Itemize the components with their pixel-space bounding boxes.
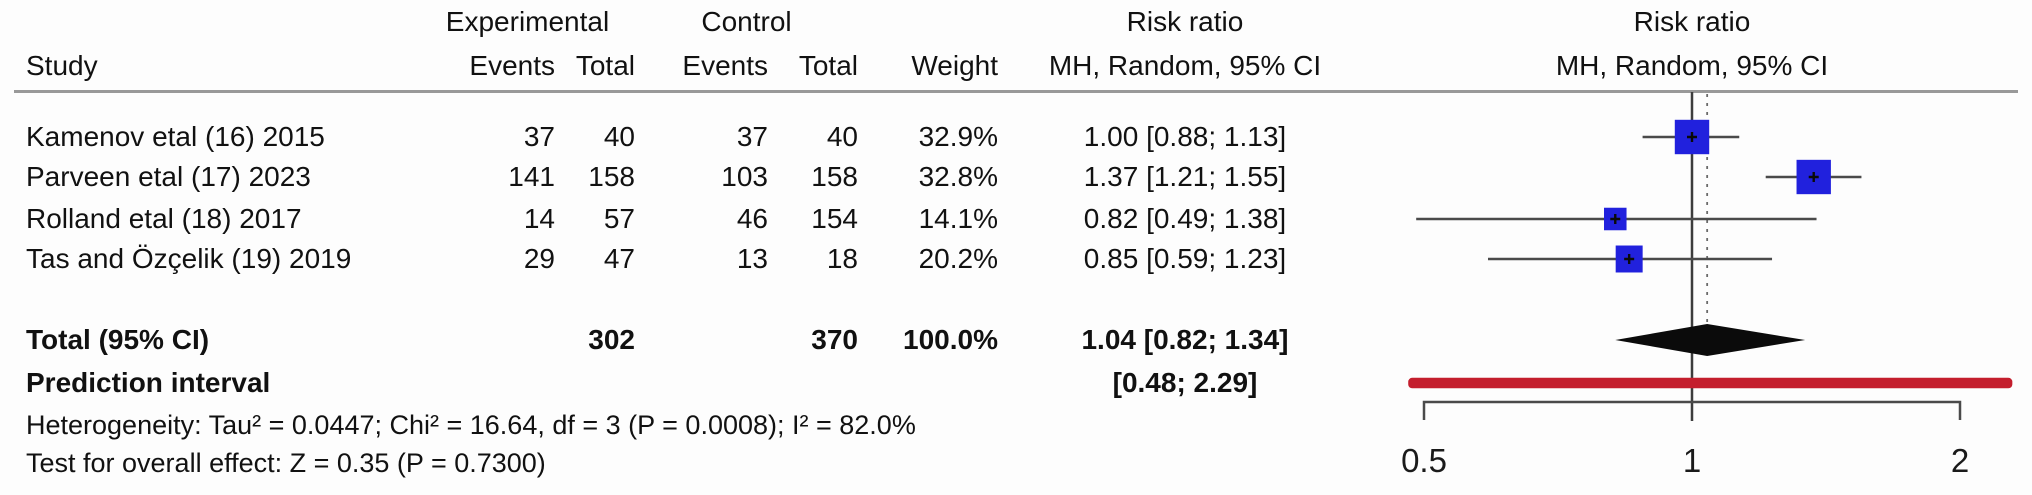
weight-cell: 32.8% — [918, 161, 998, 192]
ctrl-events-cell: 37 — [736, 121, 768, 152]
risk-ratio-header-line1: Risk ratio — [1126, 6, 1244, 37]
total-label: Total (95% CI) — [26, 324, 210, 355]
table-row: Rolland etal (18) 2017 14 57 46 154 14.1… — [0, 199, 1372, 239]
table-row: Tas and Özçelik (19) 2019 29 47 13 18 20… — [0, 239, 1372, 279]
weight-cell: 20.2% — [918, 243, 998, 274]
study-name: Parveen etal (17) 2023 — [26, 161, 311, 192]
exp-events-cell: 37 — [523, 121, 555, 152]
point-estimate-mark — [1808, 172, 1819, 182]
prediction-interval-row: Prediction interval [0.48; 2.29] — [0, 363, 1372, 403]
exp-total-cell: 57 — [603, 203, 635, 234]
overall-effect-note: Test for overall effect: Z = 0.35 (P = 0… — [26, 448, 546, 478]
prediction-interval-label: Prediction interval — [26, 367, 271, 398]
total-ctrl-total-cell: 370 — [811, 324, 858, 355]
exp-events-column-header: Events — [469, 50, 555, 81]
exp-events-cell: 141 — [508, 161, 555, 192]
ctrl-events-cell: 46 — [736, 203, 768, 234]
table-row: Kamenov etal (16) 2015 37 40 37 40 32.9%… — [0, 117, 1372, 157]
table-header-groups: Experimental Control Risk ratio — [0, 2, 1372, 42]
exp-total-cell: 40 — [603, 121, 635, 152]
ctrl-events-cell: 13 — [736, 243, 768, 274]
prediction-interval-bar — [1408, 377, 2013, 389]
total-row: Total (95% CI) 302 370 100.0% 1.04 [0.82… — [0, 320, 1372, 360]
point-estimate-mark — [1624, 254, 1635, 264]
weight-cell: 14.1% — [918, 203, 998, 234]
x-tick-label: 2 — [1951, 442, 1969, 479]
exp-total-cell: 47 — [603, 243, 635, 274]
point-estimate-mark — [1687, 132, 1697, 142]
total-risk-ratio-cell: 1.04 [0.82; 1.34] — [1081, 324, 1289, 355]
exp-events-cell: 29 — [523, 243, 555, 274]
table-row: Parveen etal (17) 2023 141 158 103 158 3… — [0, 157, 1372, 197]
ctrl-events-column-header: Events — [682, 50, 768, 81]
study-name: Kamenov etal (16) 2015 — [26, 121, 325, 152]
study-name: Tas and Özçelik (19) 2019 — [26, 243, 352, 274]
risk-ratio-cell: 0.85 [0.59; 1.23] — [1083, 243, 1287, 274]
overall-diamond — [1615, 324, 1806, 356]
exp-events-cell: 14 — [523, 203, 555, 234]
weight-column-header: Weight — [911, 50, 998, 81]
ctrl-total-cell: 158 — [811, 161, 858, 192]
weight-cell: 32.9% — [918, 121, 998, 152]
study-column-header: Study — [26, 50, 98, 81]
risk-ratio-header-line2: MH, Random, 95% CI — [1048, 50, 1322, 81]
plot-header-line2: MH, Random, 95% CI — [1555, 50, 1829, 81]
prediction-interval-ci: [0.48; 2.29] — [1112, 367, 1258, 398]
control-group-header: Control — [701, 6, 792, 37]
ctrl-total-cell: 154 — [811, 203, 858, 234]
heterogeneity-note: Heterogeneity: Tau² = 0.0447; Chi² = 16.… — [26, 410, 916, 440]
x-tick-label: 0.5 — [1401, 442, 1447, 479]
ctrl-total-cell: 18 — [826, 243, 858, 274]
ctrl-total-cell: 40 — [826, 121, 858, 152]
total-exp-total-cell: 302 — [588, 324, 635, 355]
x-tick-label: 1 — [1683, 442, 1701, 479]
table-header-columns: Study Events Total Events Total Weight M… — [0, 46, 1372, 86]
risk-ratio-cell: 1.00 [0.88; 1.13] — [1083, 121, 1287, 152]
study-name: Rolland etal (18) 2017 — [26, 203, 302, 234]
exp-total-column-header: Total — [575, 50, 635, 81]
experimental-group-header: Experimental — [445, 6, 610, 37]
total-weight-cell: 100.0% — [903, 324, 998, 355]
exp-total-cell: 158 — [588, 161, 635, 192]
risk-ratio-cell: 0.82 [0.49; 1.38] — [1083, 203, 1287, 234]
plot-header-line1: Risk ratio — [1633, 6, 1751, 37]
point-estimate-mark — [1610, 214, 1621, 224]
x-axis — [1422, 400, 1962, 420]
header-divider — [14, 90, 2018, 93]
ctrl-events-cell: 103 — [721, 161, 768, 192]
risk-ratio-cell: 1.37 [1.21; 1.55] — [1083, 161, 1287, 192]
ctrl-total-column-header: Total — [798, 50, 858, 81]
